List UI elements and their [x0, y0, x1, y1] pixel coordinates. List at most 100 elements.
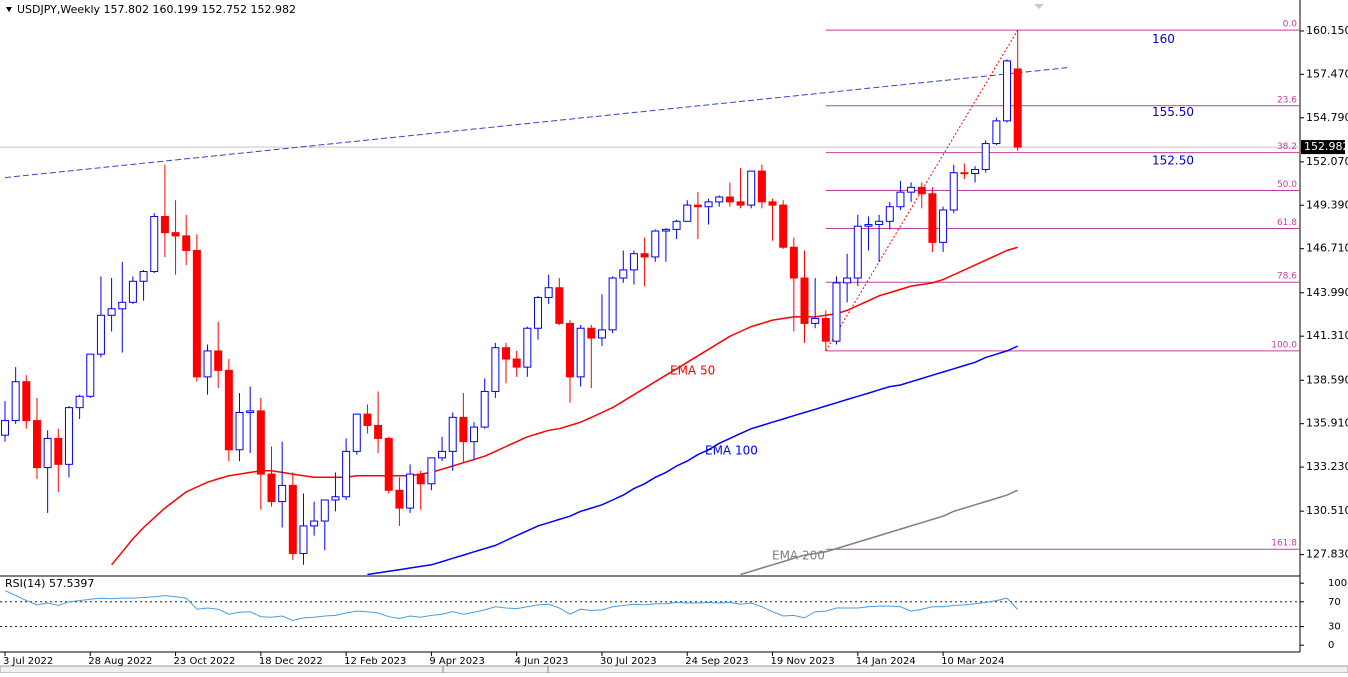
- fib-label: 38.2: [1277, 142, 1297, 152]
- candle-body: [853, 225, 862, 279]
- candle-body: [715, 196, 724, 203]
- rsi-line: [4, 590, 1019, 621]
- rsi-title: RSI(14) 57.5397: [5, 577, 94, 590]
- candle-body: [256, 410, 265, 475]
- candle-body: [555, 287, 564, 324]
- candle-body: [832, 282, 841, 342]
- candle-body: [917, 186, 926, 195]
- candle-body: [971, 168, 980, 175]
- candle-body: [363, 413, 372, 426]
- candle-body: [992, 120, 1001, 145]
- candle-body: [949, 172, 958, 211]
- y-tick-label: 130.510: [1306, 504, 1348, 517]
- x-tick-label: 30 Jul 2023: [600, 656, 657, 667]
- x-tick-label: 12 Feb 2023: [344, 656, 406, 667]
- candle-body: [597, 329, 606, 339]
- candle-body: [64, 407, 73, 465]
- candle-body: [139, 271, 148, 282]
- candle-body: [86, 353, 95, 397]
- candle-body: [128, 280, 137, 303]
- candle-body: [502, 347, 511, 360]
- candle-body: [491, 347, 500, 392]
- ema-label: EMA 100: [705, 444, 758, 458]
- y-tick-label: 141.310: [1306, 329, 1348, 342]
- x-tick-label: 28 Aug 2022: [88, 656, 152, 667]
- candle-body: [576, 327, 585, 378]
- y-tick-label: 135.910: [1306, 417, 1348, 430]
- candle-body: [512, 358, 521, 368]
- y-tick-label: 152.070: [1306, 155, 1348, 168]
- candle-body: [768, 201, 777, 206]
- x-tick-label: 14 Jan 2024: [856, 656, 916, 667]
- candle-body: [203, 350, 212, 378]
- candle-body: [118, 301, 127, 310]
- fib-label: 23.6: [1277, 95, 1297, 105]
- candle-body: [214, 350, 223, 371]
- menu-arrow[interactable]: [6, 7, 12, 12]
- candle-body: [395, 489, 404, 509]
- candle-body: [278, 484, 287, 503]
- y-tick-label: 160.150: [1306, 24, 1348, 37]
- candle-body: [22, 381, 31, 422]
- rsi-tick-label: 30: [1328, 622, 1341, 633]
- candle-body: [246, 410, 255, 413]
- candle-body: [192, 249, 201, 378]
- x-tick-label: 4 Jun 2023: [515, 656, 569, 667]
- candle-body: [800, 277, 809, 324]
- candle-body: [981, 143, 990, 170]
- candle-body: [1003, 60, 1012, 122]
- ema-line: [367, 345, 1019, 575]
- last-price-label: 152.982: [1304, 140, 1348, 153]
- ema-line: [740, 489, 1019, 575]
- candle-body: [779, 204, 788, 248]
- candle-body: [171, 232, 180, 237]
- candle-body: [43, 437, 52, 469]
- candle-body: [821, 318, 830, 342]
- candle-body: [288, 484, 297, 554]
- candle-body: [693, 204, 702, 208]
- last-price-tag: [1301, 140, 1345, 155]
- candle-body: [619, 269, 628, 279]
- candle-body: [384, 437, 393, 491]
- chart-title: USDJPY,Weekly 157.802 160.199 152.752 15…: [17, 3, 296, 16]
- candle-body: [160, 215, 169, 234]
- candle-body: [587, 327, 596, 339]
- candle-body: [480, 390, 489, 428]
- shift-marker: [1034, 4, 1044, 9]
- candle-body: [640, 253, 649, 258]
- fib-label: 0.0: [1283, 20, 1298, 30]
- y-tick-label: 138.590: [1306, 373, 1348, 386]
- candle-body: [75, 395, 84, 409]
- candle-body: [438, 450, 447, 459]
- fib-label: 161.8: [1271, 539, 1297, 549]
- candle-body: [757, 170, 766, 203]
- fib-label: 78.6: [1277, 272, 1297, 282]
- candle-body: [267, 473, 276, 503]
- candle-body: [544, 287, 553, 298]
- price-annotation: 160: [1152, 32, 1175, 46]
- rsi-panel: [0, 590, 1300, 627]
- candle-body: [683, 204, 692, 222]
- candle-body: [789, 246, 798, 279]
- candle-body: [1013, 68, 1022, 148]
- y-tick-label: 157.470: [1306, 67, 1348, 80]
- candle-body: [459, 416, 468, 443]
- candle-body: [534, 296, 542, 329]
- fib-label: 100.0: [1271, 340, 1297, 350]
- x-tick-label: 9 Apr 2023: [429, 656, 484, 667]
- fib-label: 50.0: [1277, 180, 1297, 190]
- candle-body: [416, 473, 425, 485]
- candle-body: [736, 201, 745, 206]
- trend-line: [4, 66, 1071, 179]
- candle-body: [427, 457, 436, 485]
- candle-body: [107, 308, 116, 316]
- candle-body: [896, 191, 905, 208]
- candle-body: [32, 420, 41, 469]
- candle-body: [928, 193, 937, 243]
- candle-body: [565, 322, 574, 378]
- candle-body: [224, 369, 233, 451]
- candle-body: [843, 277, 852, 284]
- candle-body: [342, 450, 351, 498]
